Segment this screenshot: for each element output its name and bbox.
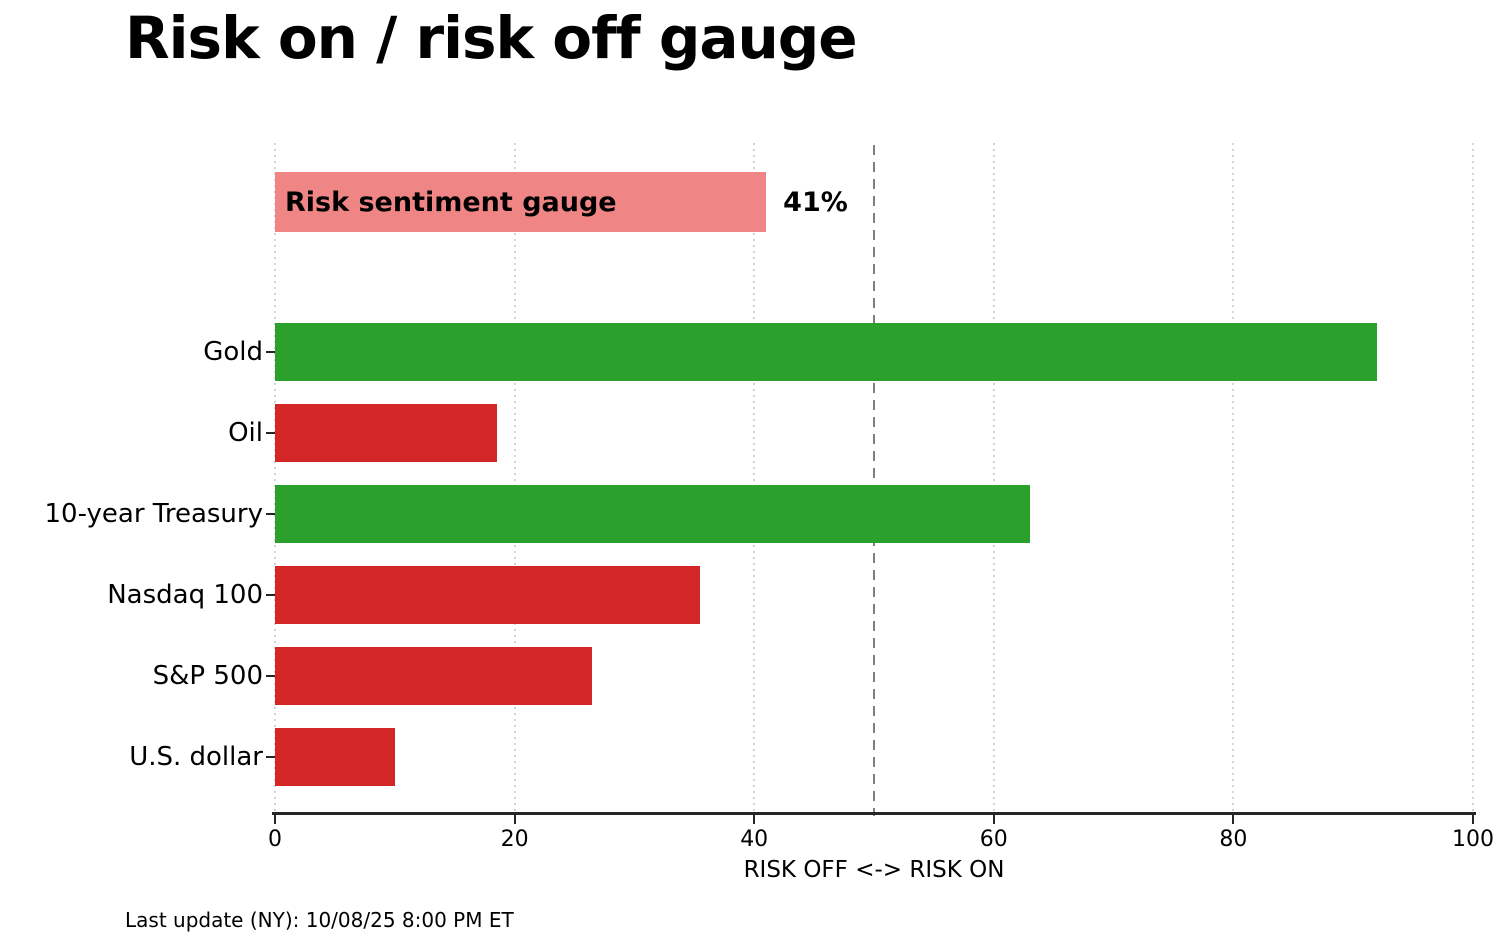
x-tick-mark-40 [753,815,756,824]
x-axis-title: RISK OFF <-> RISK ON [743,857,1005,883]
y-tick-mark [266,675,275,677]
x-tick-label-100: 100 [1452,827,1494,852]
gridline-0 [274,143,276,814]
x-tick-label-80: 80 [1219,827,1248,852]
x-tick-label-60: 60 [979,827,1008,852]
plot-area: Risk sentiment gauge 41% [274,143,1474,816]
bar-oil [275,404,497,462]
category-label-oil: Oil [228,418,263,448]
x-tick-mark-60 [992,815,995,824]
bar-u-s-dollar [275,728,395,786]
x-tick-mark-0 [274,815,276,824]
x-axis-spine [272,812,1476,815]
gauge-value-label: 41% [783,186,848,218]
gauge-bar-label: Risk sentiment gauge [285,186,617,218]
bar-s-p-500 [275,647,593,705]
category-label-u-s-dollar: U.S. dollar [129,742,263,772]
gridline-100 [1472,143,1474,814]
x-tick-label-0: 0 [268,827,282,852]
category-label-gold: Gold [203,337,263,367]
gauge-bar: Risk sentiment gauge [275,172,767,232]
x-tick-label-20: 20 [500,827,529,852]
x-tick-mark-20 [513,815,516,824]
y-tick-mark [266,432,275,434]
y-tick-mark [266,594,275,596]
x-tick-label-40: 40 [740,827,769,852]
bar-10-year-treasury [275,485,1030,543]
gridline-80 [1232,143,1235,814]
y-tick-mark [266,756,275,758]
gridline-60 [992,143,995,814]
category-label-nasdaq-100: Nasdaq 100 [107,580,263,610]
category-label-10-year-treasury: 10-year Treasury [44,499,264,529]
gridline-20 [513,143,516,814]
chart-title: Risk on / risk off gauge [125,4,858,72]
x-tick-mark-100 [1472,815,1474,824]
bar-gold [275,323,1378,381]
midline-50-dashed [873,145,875,816]
last-update-note: Last update (NY): 10/08/25 8:00 PM ET [125,908,514,932]
y-tick-mark [266,351,275,353]
gridline-40 [753,143,756,814]
category-label-s-p-500: S&P 500 [152,661,263,691]
y-tick-mark [266,513,275,515]
bar-nasdaq-100 [275,566,701,624]
x-tick-mark-80 [1232,815,1235,824]
